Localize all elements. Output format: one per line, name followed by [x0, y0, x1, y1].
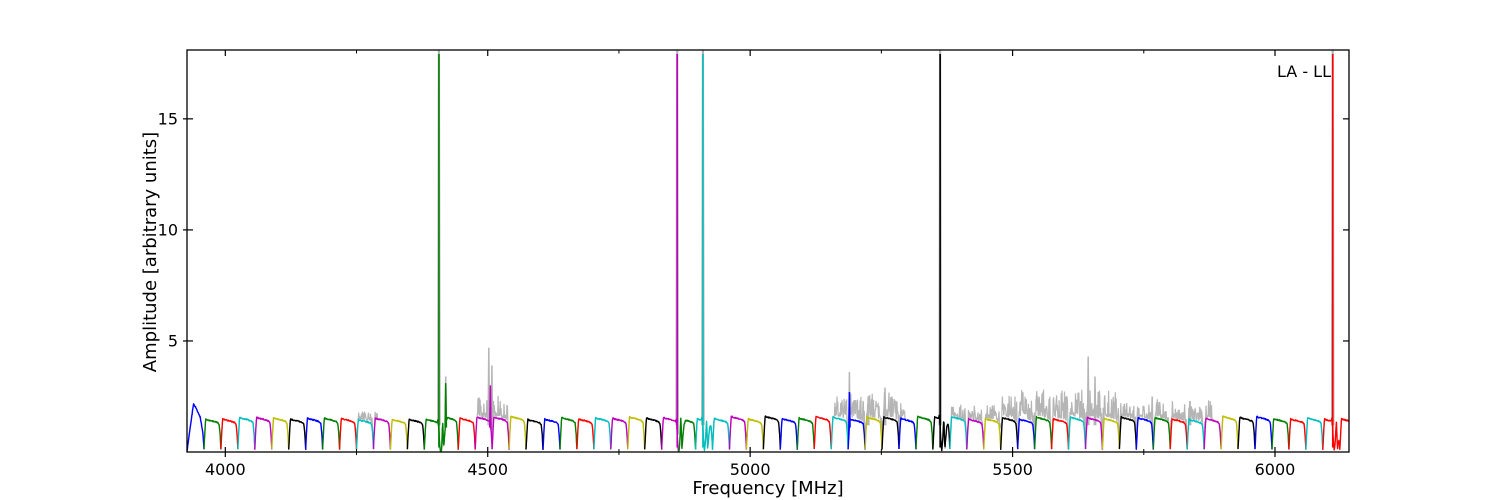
- gray-rfi-spike: [487, 347, 491, 426]
- subband-trace: [1220, 415, 1239, 450]
- subband-trace: [305, 417, 324, 450]
- rfi-spike: [847, 391, 851, 440]
- gray-rfi-spike: [1150, 396, 1154, 441]
- subband-trace: [1305, 417, 1324, 450]
- subband-trace: [271, 417, 290, 450]
- subband-trace: [813, 415, 832, 450]
- subband-trace: [864, 415, 883, 450]
- subband-trace: [1152, 416, 1171, 450]
- gray-rfi-spike: [1086, 356, 1090, 426]
- subband-trace: [661, 416, 680, 452]
- subband-trace: [338, 417, 358, 450]
- subband-trace: [677, 417, 697, 452]
- subband-trace: [1050, 418, 1070, 450]
- subband-trace: [983, 417, 1002, 450]
- subband-trace: [898, 417, 917, 450]
- subband-trace: [932, 414, 951, 452]
- subband-trace: [915, 415, 934, 450]
- subband-trace: [762, 415, 781, 450]
- gray-rfi-spike: [883, 387, 887, 426]
- subband-trace: [1254, 415, 1273, 450]
- subband-trace: [745, 417, 765, 450]
- x-tick-label: 4500: [467, 460, 508, 479]
- subband-trace: [728, 415, 748, 450]
- subband-trace: [355, 418, 375, 450]
- subband-trace: [1169, 418, 1188, 450]
- subband-trace: [779, 417, 798, 450]
- subband-trace: [288, 418, 307, 450]
- subband-trace: [881, 416, 900, 450]
- x-tick-label: 5000: [730, 460, 771, 479]
- subband-trace: [457, 417, 476, 450]
- subband-trace: [1339, 417, 1350, 450]
- gray-rfi-spike: [1093, 376, 1097, 426]
- subband-trace: [491, 416, 510, 450]
- subband-trace: [610, 417, 629, 450]
- x-tick-label: 4000: [205, 460, 246, 479]
- subband-trace: [830, 415, 849, 450]
- subband-trace: [1067, 416, 1087, 450]
- subband-trace: [406, 418, 425, 450]
- subband-trace: [321, 417, 341, 450]
- subband-trace: [1084, 416, 1104, 450]
- subband-trace: [254, 416, 273, 450]
- x-axis-label: Frequency [MHz]: [692, 478, 843, 499]
- baseline-pair-label: LA - LL: [1277, 62, 1331, 81]
- subband-trace: [389, 418, 409, 450]
- subband-trace: [1033, 415, 1053, 450]
- gray-rfi-spike: [490, 365, 494, 440]
- subband-trace: [949, 416, 968, 450]
- y-tick-label: 10: [158, 220, 178, 239]
- y-tick-label: 15: [158, 109, 178, 128]
- subband-trace: [559, 416, 578, 450]
- subband-trace: [593, 416, 612, 450]
- rfi-spike: [444, 383, 448, 428]
- subband-trace: [1000, 417, 1019, 450]
- axes-frame: [186, 49, 1350, 453]
- subband-trace: [1135, 416, 1154, 450]
- subband-trace: [644, 417, 663, 450]
- subband-trace: [847, 418, 866, 450]
- subband-trace: [525, 418, 544, 450]
- subband-trace: [508, 415, 527, 450]
- gray-rfi-spike: [866, 396, 870, 426]
- y-tick-label: 5: [168, 331, 178, 350]
- subband-trace: [203, 418, 222, 450]
- plot-content: 4000 4500 5000 5500 6000 5 10 15: [158, 49, 1350, 479]
- subband-trace: [576, 418, 595, 450]
- subband-trace: [440, 416, 459, 452]
- subband-trace: [1101, 417, 1121, 450]
- subband-trace: [694, 416, 714, 452]
- subband-trace: [1271, 418, 1290, 450]
- y-axis-label: Amplitude [arbitrary units]: [140, 132, 161, 372]
- subband-trace: [237, 416, 256, 450]
- subband-trace: [966, 417, 985, 450]
- rfi-spike: [488, 385, 492, 430]
- subband-trace: [186, 403, 205, 452]
- subband-trace: [627, 416, 646, 450]
- subband-trace: [220, 417, 239, 450]
- gray-rfi-spike: [1188, 400, 1192, 426]
- subband-trace: [711, 417, 731, 450]
- x-tick-label: 6000: [1255, 460, 1296, 479]
- x-tick-label: 5500: [992, 460, 1033, 479]
- subband-trace: [542, 417, 561, 450]
- subband-trace: [1322, 417, 1341, 451]
- subband-trace: [1017, 418, 1036, 450]
- subband-trace: [1118, 415, 1137, 449]
- subband-trace: [1186, 418, 1205, 450]
- subband-trace: [1203, 417, 1222, 450]
- subband-trace: [372, 417, 392, 450]
- subband-trace: [796, 416, 815, 450]
- subband-trace: [1288, 417, 1307, 450]
- subband-trace: [1237, 416, 1256, 449]
